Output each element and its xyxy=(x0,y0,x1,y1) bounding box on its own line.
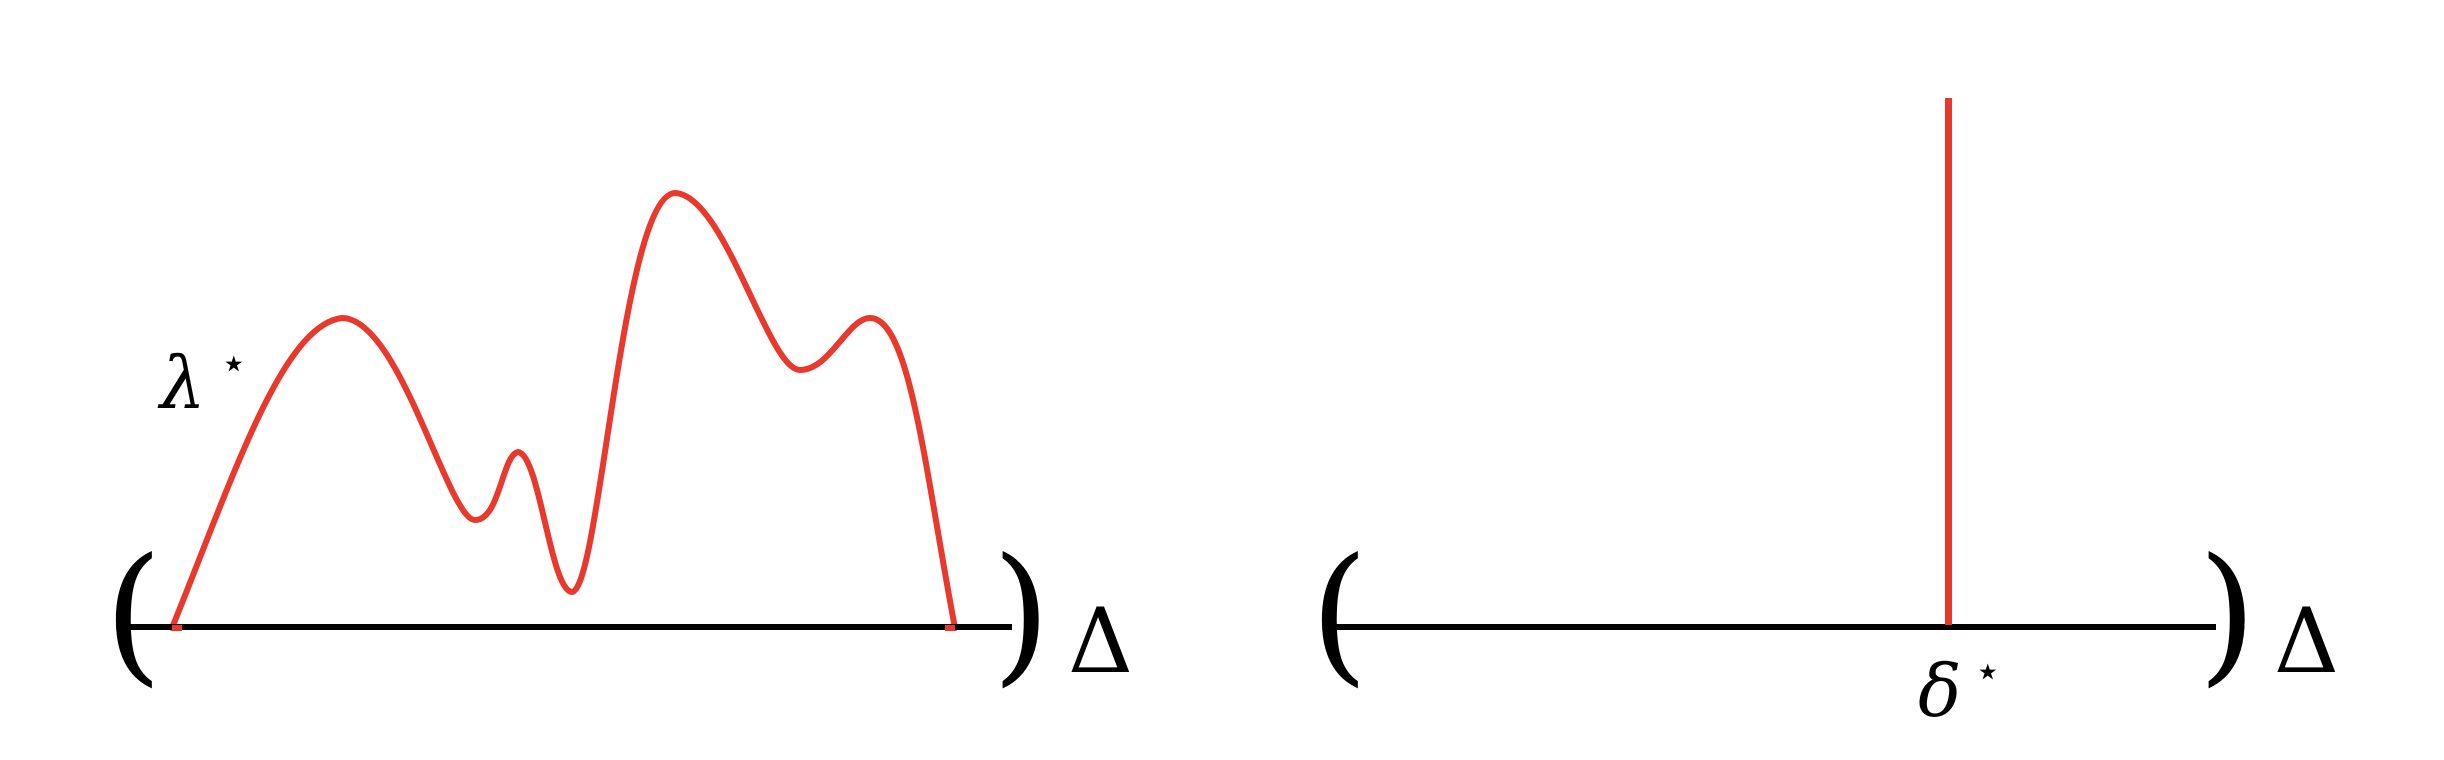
density-label-sup: ⋆ xyxy=(220,338,248,389)
right-panel: ( ) δ ⋆ Δ xyxy=(1310,98,2339,733)
left-close-paren: ) xyxy=(992,527,1051,701)
left-panel: ( ) λ ⋆ Δ xyxy=(104,190,1133,701)
right-interval-bar xyxy=(1336,624,2216,630)
point-label: δ xyxy=(1918,649,1961,733)
left-space-label: Δ xyxy=(1068,589,1133,694)
right-space-label: Δ xyxy=(2274,589,2339,694)
left-interval-bar xyxy=(128,624,1012,630)
left-open-paren: ( xyxy=(104,527,163,701)
dirac-spike xyxy=(1945,98,1952,625)
point-label-sup: ⋆ xyxy=(1974,646,2002,697)
density-label: λ xyxy=(157,341,206,425)
right-close-paren: ) xyxy=(2198,527,2257,701)
right-open-paren: ( xyxy=(1310,527,1369,701)
density-curve xyxy=(169,190,958,631)
